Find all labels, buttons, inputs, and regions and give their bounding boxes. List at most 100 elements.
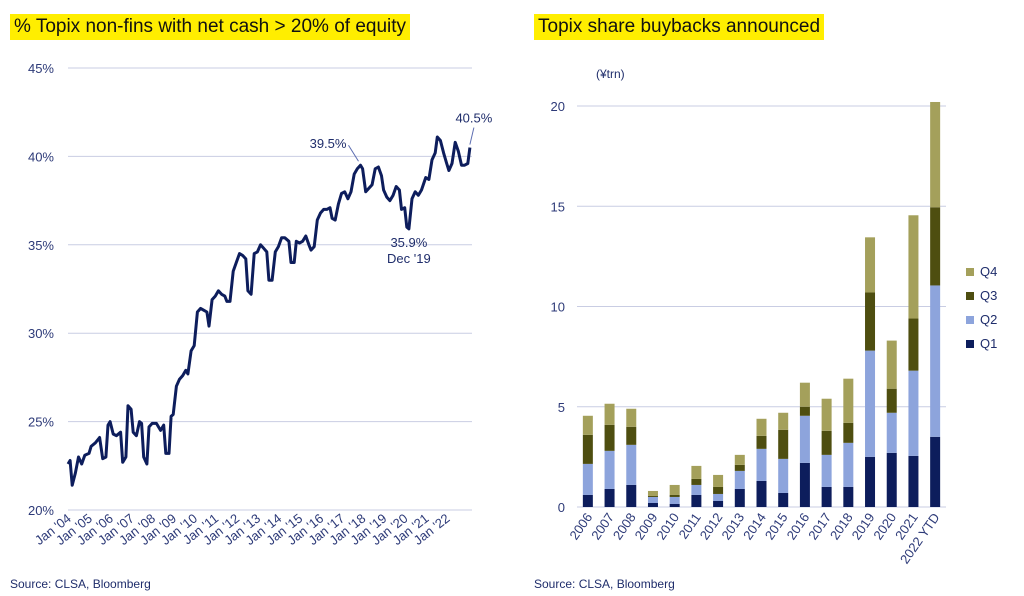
bar-segment-q3 — [626, 426, 637, 445]
right-x-tick-label: 2016 — [783, 510, 812, 542]
left-y-tick-label: 45% — [28, 61, 54, 76]
bar-segment-q4 — [865, 237, 876, 293]
bar-segment-q3 — [604, 424, 615, 451]
right-x-tick-label: 2010 — [653, 510, 682, 542]
bar-segment-q2 — [821, 454, 832, 487]
bar-segment-q1 — [865, 456, 876, 507]
unit-label: (¥trn) — [596, 67, 625, 81]
bar-segment-q4 — [908, 215, 919, 319]
right-x-tick-labels: 2006200720082009201020112012201320142015… — [566, 510, 942, 566]
bar-segment-q1 — [843, 486, 854, 507]
legend-label-q1: Q1 — [980, 336, 997, 351]
bar-segment-q4 — [604, 403, 615, 425]
bar-segment-q1 — [669, 503, 680, 507]
bar-segment-q3 — [691, 478, 702, 485]
bar-segment-q4 — [582, 415, 593, 435]
bar-segment-q1 — [734, 488, 745, 507]
bar-segment-q2 — [778, 458, 789, 493]
right-y-tick-label: 15 — [551, 199, 565, 214]
bar-segment-q3 — [843, 422, 854, 443]
annotation-leader — [348, 144, 359, 162]
legend-swatch-q3 — [966, 292, 974, 300]
legend-label-q2: Q2 — [980, 312, 997, 327]
bar-segment-q1 — [908, 455, 919, 507]
bar-segment-q2 — [908, 370, 919, 456]
bar-segment-q2 — [865, 350, 876, 457]
bar-segment-q2 — [669, 496, 680, 504]
left-y-tick-labels: 20% 25% 30% 35% 40% 45% — [28, 61, 54, 518]
bar-segment-q4 — [713, 474, 724, 487]
bar-segment-q2 — [886, 412, 897, 453]
bar-segment-q2 — [647, 496, 658, 503]
bar-segment-q4 — [821, 398, 832, 431]
left-y-tick-label: 25% — [28, 415, 54, 430]
right-x-tick-label: 2013 — [718, 510, 747, 542]
annotation-label: 35.9% — [390, 235, 427, 250]
right-x-tick-label: 2006 — [566, 510, 595, 542]
bar-segment-q4 — [626, 408, 637, 427]
bar-segment-q1 — [691, 494, 702, 507]
left-y-tick-label: 40% — [28, 149, 54, 164]
legend-label-q4: Q4 — [980, 264, 997, 279]
right-y-tick-label: 20 — [551, 99, 565, 114]
bar-segment-q4 — [691, 465, 702, 479]
legend-swatch-q1 — [966, 340, 974, 348]
buyback-bars — [582, 101, 941, 507]
bar-segment-q1 — [713, 500, 724, 507]
right-x-tick-label: 2009 — [632, 510, 661, 542]
bar-segment-q2 — [582, 463, 593, 495]
bar-segment-q2 — [626, 444, 637, 485]
bar-segment-q4 — [886, 340, 897, 389]
bar-segment-q4 — [734, 454, 745, 465]
bar-segment-q2 — [843, 442, 854, 487]
right-x-tick-label: 2019 — [849, 510, 878, 542]
bar-segment-q2 — [734, 470, 745, 489]
left-y-tick-label: 20% — [28, 503, 54, 518]
bar-segment-q1 — [886, 452, 897, 507]
bar-segment-q4 — [930, 101, 941, 208]
bar-segment-q4 — [647, 490, 658, 496]
bar-segment-q3 — [647, 495, 658, 497]
left-y-tick-label: 35% — [28, 238, 54, 253]
annotation-label: Dec '19 — [387, 251, 431, 266]
legend-swatch-q2 — [966, 316, 974, 324]
right-x-tick-label: 2018 — [827, 510, 856, 542]
bar-segment-q3 — [713, 486, 724, 494]
right-x-tick-label: 2015 — [762, 510, 791, 542]
bar-segment-q3 — [865, 292, 876, 351]
bar-segment-q1 — [647, 502, 658, 507]
right-source-note: Source: CLSA, Bloomberg — [534, 577, 675, 591]
right-x-tick-label: 2012 — [697, 510, 726, 542]
bar-segment-q1 — [821, 486, 832, 507]
bar-segment-q3 — [930, 207, 941, 286]
bar-segment-q4 — [756, 418, 767, 436]
legend-swatch-q4 — [966, 268, 974, 276]
right-x-tick-label: 2007 — [588, 510, 617, 542]
bar-segment-q4 — [799, 382, 810, 407]
bar-segment-q3 — [799, 406, 810, 416]
net-cash-series-line — [66, 135, 472, 487]
right-x-tick-label: 2014 — [740, 510, 769, 542]
bar-segment-q2 — [756, 448, 767, 481]
bar-segment-q3 — [669, 494, 680, 497]
bar-segment-q4 — [778, 412, 789, 430]
right-x-tick-label: 2020 — [870, 510, 899, 542]
bar-segment-q2 — [713, 493, 724, 501]
right-y-tick-labels: 0 5 10 15 20 — [551, 99, 565, 515]
bar-segment-q1 — [582, 494, 593, 507]
bar-segment-q2 — [799, 415, 810, 463]
right-y-tick-label: 5 — [558, 400, 565, 415]
left-source-note: Source: CLSA, Bloomberg — [10, 577, 151, 591]
left-chart-title: % Topix non-fins with net cash > 20% of … — [10, 14, 411, 40]
bar-segment-q1 — [930, 436, 941, 507]
right-x-tick-label: 2008 — [610, 510, 639, 542]
bar-segment-q3 — [778, 429, 789, 459]
bar-segment-q2 — [930, 285, 941, 437]
annotation-label: 39.5% — [310, 136, 347, 151]
bar-segment-q3 — [582, 434, 593, 464]
bar-segment-q4 — [843, 378, 854, 423]
bar-segment-q4 — [669, 484, 680, 495]
right-y-tick-label: 0 — [558, 500, 565, 515]
left-gridlines — [68, 67, 472, 511]
